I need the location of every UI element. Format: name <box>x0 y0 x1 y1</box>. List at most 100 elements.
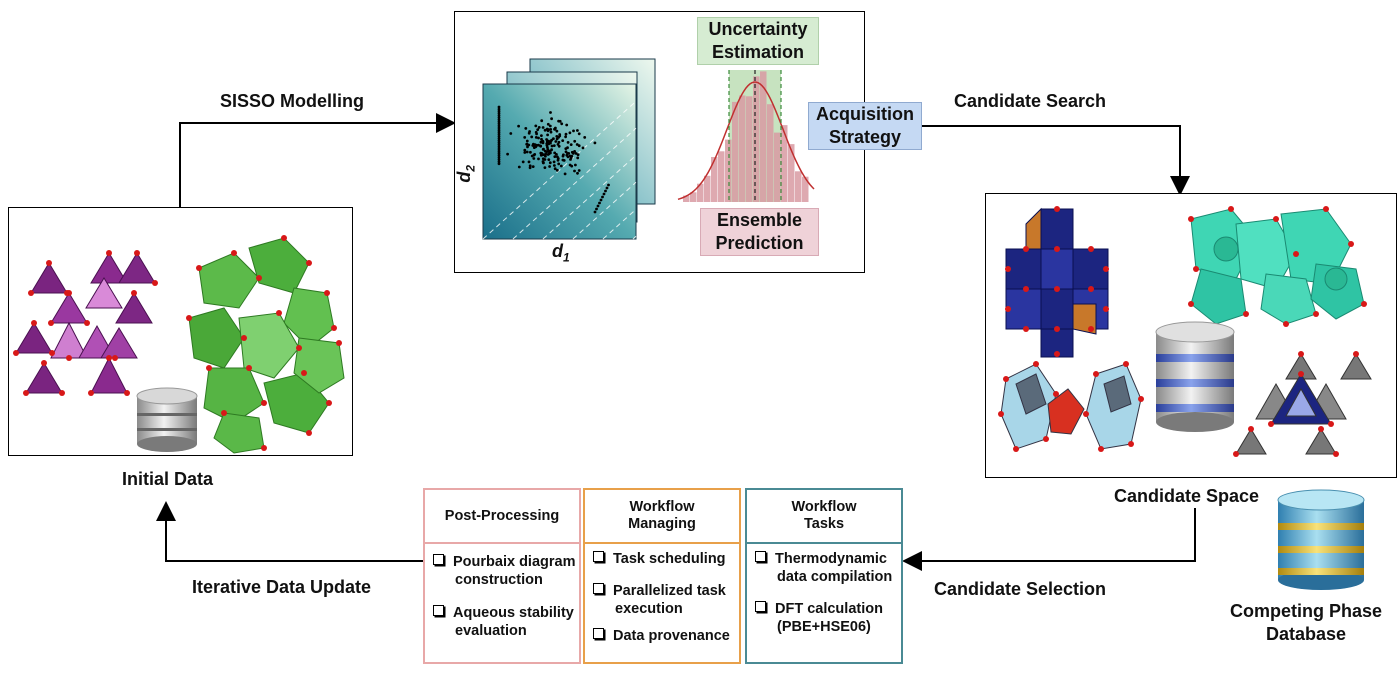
scatter-point <box>534 136 538 139</box>
scatter-point <box>497 109 501 113</box>
scatter-point <box>559 164 563 168</box>
list-item: Task scheduling <box>593 550 726 568</box>
histogram-bar <box>725 139 732 202</box>
guide-line <box>602 208 637 240</box>
workflow-tasks-box: Workflow Tasks Thermodynamic data compila… <box>745 488 903 664</box>
purple-tetrahedra <box>15 252 156 394</box>
oxygen-atoms-teal <box>1188 206 1367 327</box>
scatter-point <box>497 162 501 166</box>
scatter-point <box>593 141 597 145</box>
sisso-modelling-label: SISSO Modelling <box>220 91 365 111</box>
scatter-point <box>534 144 538 148</box>
scatter-point <box>557 140 561 144</box>
post-processing-title: Post-Processing <box>444 507 560 524</box>
scatter-point <box>602 192 606 196</box>
scatter-point <box>568 163 572 167</box>
scatter-point <box>565 123 569 127</box>
scatter-point <box>556 143 560 146</box>
scatter-point <box>546 122 550 126</box>
scatter-point <box>552 160 556 164</box>
histogram-bar <box>753 76 760 202</box>
scatter-point <box>562 159 566 162</box>
scatter-point <box>497 132 501 136</box>
scatter-point <box>497 153 501 157</box>
navy-octahedra <box>1005 207 1109 358</box>
scatter-point <box>548 124 552 128</box>
scatter-point <box>560 122 564 126</box>
initial-data-label: Initial Data <box>122 469 214 489</box>
candidate-search-label: Candidate Search <box>954 91 1107 111</box>
scatter-point <box>564 135 567 139</box>
scatter-point <box>535 132 538 136</box>
scatter-point <box>497 111 501 115</box>
scatter-point <box>517 165 521 169</box>
list-item: DFT calculation (PBE+HSE06) <box>755 600 883 636</box>
scatter-point <box>497 120 501 124</box>
histogram-bar <box>732 101 739 202</box>
scatter-point <box>563 172 567 176</box>
scatter-point <box>537 126 541 129</box>
competing-db-label: Competing Phase Database <box>1229 601 1383 644</box>
scatter-point <box>554 140 558 143</box>
scatter-point <box>555 153 558 156</box>
scatter-point <box>576 171 579 175</box>
scatter-point <box>497 118 501 121</box>
scatter-point <box>537 136 540 140</box>
guide-line <box>482 100 637 240</box>
scatter-point <box>583 136 587 139</box>
scatter-point <box>524 127 528 130</box>
scatter-point <box>547 158 551 162</box>
list-item: Aqueous stability evaluation <box>433 604 574 640</box>
scatter-point <box>550 117 553 121</box>
scatter-point <box>572 129 575 133</box>
histogram-bar <box>774 132 781 202</box>
distribution-plot <box>677 70 815 203</box>
scatter-point <box>573 169 576 173</box>
scatter-point <box>562 153 565 157</box>
scatter-point <box>541 153 545 157</box>
scatter-point <box>525 142 529 146</box>
database-icon-competing <box>1277 489 1365 590</box>
scatter-point <box>497 128 501 132</box>
scatter-point <box>573 150 576 153</box>
scatter-plot <box>482 83 637 240</box>
scatter-point <box>552 137 555 141</box>
scatter-point <box>599 198 603 202</box>
guide-line <box>632 235 637 240</box>
scatter-point <box>593 210 597 214</box>
list-item: Pourbaix diagram construction <box>433 553 575 589</box>
guide-line <box>512 127 637 240</box>
scatter-point <box>604 189 607 193</box>
scatter-point <box>568 131 572 135</box>
arrow-candidate-selection <box>902 508 1196 571</box>
scatter-point <box>527 131 531 135</box>
scatter-point <box>561 139 565 142</box>
scatter-point <box>523 136 527 139</box>
scatter-point <box>573 139 577 143</box>
scatter-point <box>548 150 552 154</box>
candidate-space-panel <box>985 193 1397 478</box>
scatter-point <box>543 128 547 132</box>
scatter-point <box>539 144 542 148</box>
scatter-point <box>497 145 501 149</box>
scatter-point <box>576 129 579 132</box>
scatter-point <box>497 105 501 109</box>
scatter-point <box>543 166 547 170</box>
scatter-point <box>570 154 574 158</box>
scatter-point <box>574 163 577 167</box>
database-icon-grey <box>136 387 198 452</box>
histogram-bar <box>746 96 753 202</box>
scatter-point <box>525 150 529 154</box>
scatter-point <box>553 127 557 131</box>
scatter-point <box>605 186 609 190</box>
scatter-point <box>550 144 554 148</box>
scatter-point <box>549 111 552 114</box>
scatter-point <box>497 116 501 119</box>
scatter-point <box>548 161 552 165</box>
scatter-point <box>536 128 540 131</box>
scatter-point <box>531 165 535 169</box>
candidate-selection-label: Candidate Selection <box>934 579 1107 599</box>
scatter-point <box>506 152 509 156</box>
scatter-point <box>497 124 501 128</box>
teal-polyhedra <box>1190 208 1365 325</box>
